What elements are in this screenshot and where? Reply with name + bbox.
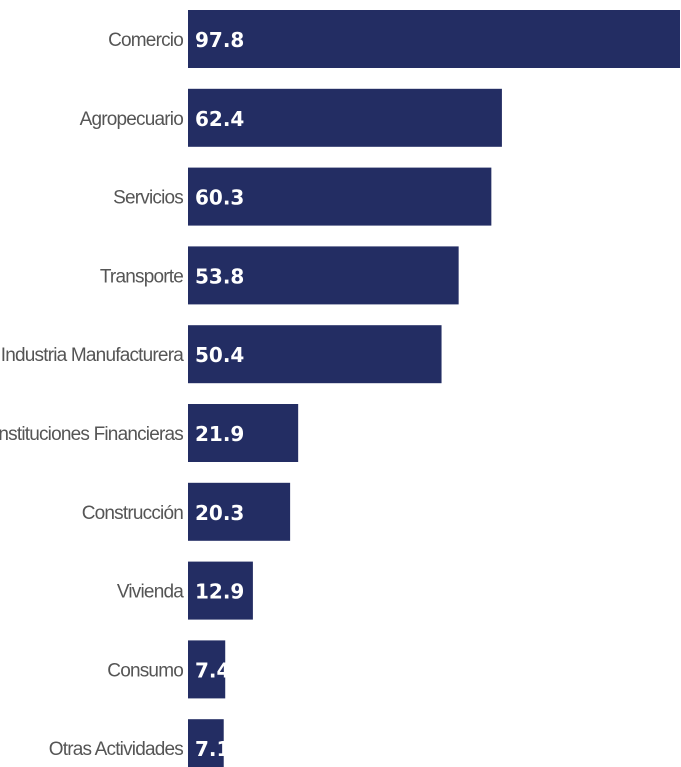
bar-construccion (188, 482, 291, 541)
category-label-agropecuario: Agropecuario (80, 109, 184, 130)
value-label-vivienda: 12.9 (195, 580, 244, 604)
value-label-agropecuario: 62.4 (195, 107, 244, 131)
category-label-servicios: Servicios (113, 188, 183, 209)
value-labels-group: 97.8 62.4 60.3 53.8 50.4 21.9 20.3 12.9 7.4 7.1 (195, 28, 244, 761)
value-label-transporte: 53.8 (195, 264, 244, 288)
value-label-otras-actividades: 7.1 (195, 737, 230, 761)
category-label-industria-manufacturera: Industria Manufacturera (1, 345, 184, 366)
bar-industria-manufacturera (188, 325, 442, 384)
bar-transporte (188, 246, 459, 305)
value-label-industria-manufacturera: 50.4 (195, 343, 244, 367)
value-label-construccion: 20.3 (195, 501, 244, 525)
bar-consumo (188, 640, 226, 699)
category-label-consumo: Consumo (107, 660, 183, 681)
bar-vivienda (188, 561, 253, 620)
value-label-servicios: 60.3 (195, 186, 244, 210)
category-label-construccion: Construcción (82, 503, 184, 524)
bar-comercio (188, 10, 680, 68)
category-label-comercio: Comercio (108, 30, 183, 51)
bar-agropecuario (188, 88, 502, 147)
bar-servicios (188, 167, 492, 226)
bar-instituciones-financieras (188, 404, 299, 462)
category-label-transporte: Transporte (100, 266, 183, 287)
bars-group (188, 10, 680, 767)
value-label-instituciones-financieras: 21.9 (195, 422, 244, 446)
value-label-consumo: 7.4 (195, 658, 230, 682)
value-label-comercio: 97.8 (195, 28, 244, 52)
category-label-instituciones-financieras: Instituciones Financieras (0, 424, 183, 445)
category-labels-group: Comercio Agropecuario Servicios Transporte I… (0, 30, 185, 760)
category-label-vivienda: Vivienda (117, 582, 184, 603)
bar-otras-actividades (188, 719, 224, 767)
category-label-otras-actividades: Otras Actividades (49, 739, 184, 760)
